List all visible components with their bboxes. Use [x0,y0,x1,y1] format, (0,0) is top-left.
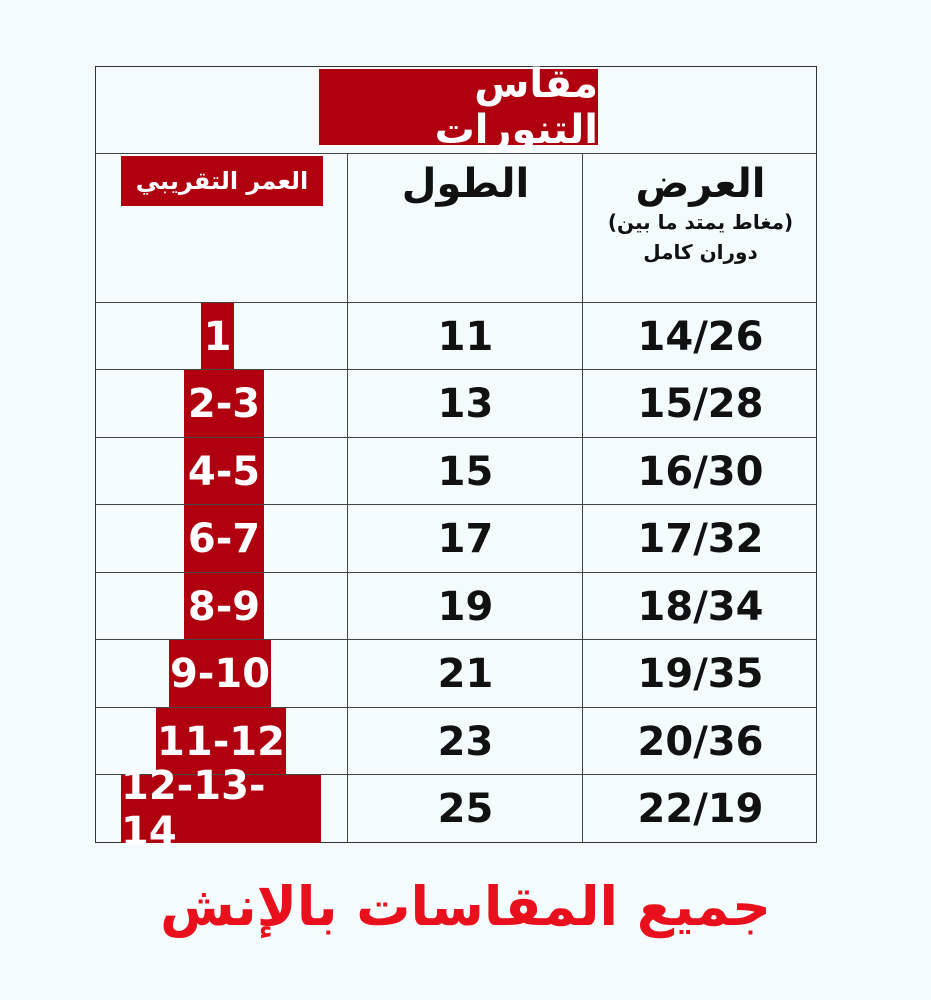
header-width-label: العرض [635,161,766,207]
width-cell: 22/19 [637,786,764,832]
width-cell: 15/28 [637,381,764,427]
header-length: الطول [401,161,530,207]
row-divider [96,504,816,505]
age-cell: 4-5 [184,438,264,506]
header-width-note: (مغاط يمتد ما بين) [607,210,794,234]
age-cell: 2-3 [184,370,264,438]
age-cell: 11-12 [156,708,286,776]
row-divider [96,302,816,303]
divider [96,153,816,154]
row-divider [96,369,816,370]
width-cell: 16/30 [637,449,764,495]
length-cell: 17 [437,516,494,562]
divider [582,154,583,842]
length-cell: 13 [437,381,494,427]
header-width-note: دوران كامل [643,240,758,264]
length-cell: 11 [437,314,494,360]
age-cell: 12-13-14 [121,763,321,855]
width-cell: 14/26 [637,314,764,360]
row-divider [96,639,816,640]
table-title: مقاس التنورات [319,61,598,153]
width-cell: 20/36 [637,719,764,765]
header-width: العرض (مغاط يمتد ما بين) دوران كامل [583,161,818,267]
length-cell: 25 [437,786,494,832]
footer-note: جميع المقاسات بالإنش [160,875,771,938]
length-cell: 21 [437,651,494,697]
length-cell: 23 [437,719,494,765]
row-divider [96,774,816,775]
length-cell: 15 [437,449,494,495]
width-cell: 18/34 [637,584,764,630]
width-cell: 19/35 [637,651,764,697]
row-divider [96,707,816,708]
width-cell: 17/32 [637,516,764,562]
age-cell: 6-7 [184,505,264,573]
header-age: العمر التقريبي [121,156,323,206]
row-divider [96,437,816,438]
age-cell: 8-9 [184,573,264,641]
row-divider [96,572,816,573]
age-cell: 9-10 [169,640,271,708]
size-table: مقاس التنورات العمر التقريبي الطول العرض… [95,61,818,855]
length-cell: 19 [437,584,494,630]
divider [347,154,348,842]
age-cell: 1 [201,303,234,371]
